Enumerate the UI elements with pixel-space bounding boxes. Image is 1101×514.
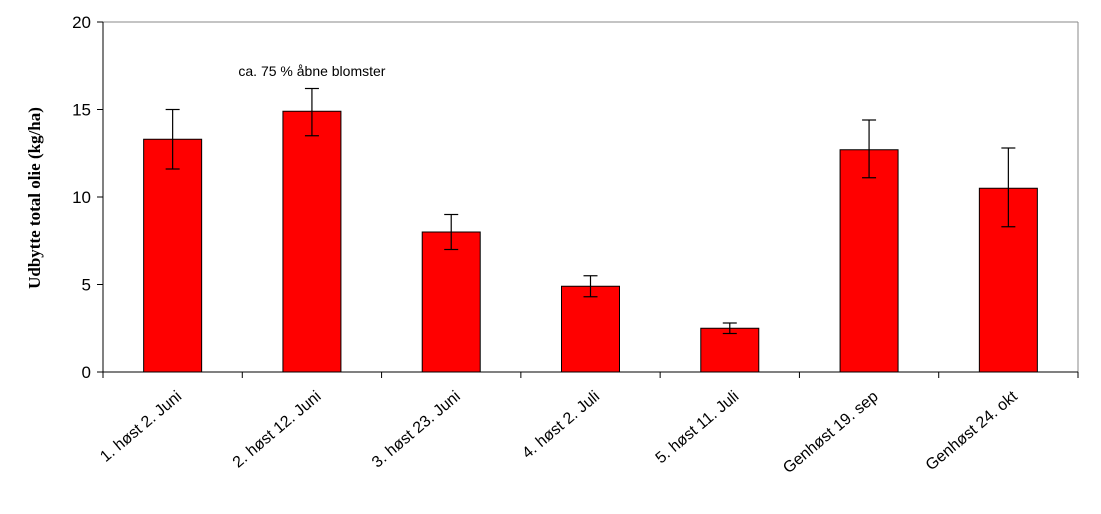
x-tick-label: 3. høst 23. Juni [369, 388, 464, 471]
bar [700, 327, 760, 373]
x-tick-label: 4. høst 2. Juli [519, 388, 603, 462]
y-tick-label: 15 [72, 101, 91, 120]
bar [561, 285, 620, 373]
x-tick-label: Genhøst 24. okt [923, 388, 1022, 475]
bar [143, 138, 203, 373]
x-tick-label: Genhøst 19. sep [780, 388, 882, 477]
annotation-text: ca. 75 % åbne blomster [238, 63, 385, 79]
x-tick-label: 5. høst 11. Juli [653, 388, 743, 467]
x-tick-label: 2. høst 12. Juni [230, 388, 325, 471]
y-axis-label: Udbytte total olie (kg/ha) [25, 107, 44, 289]
y-tick-label: 20 [72, 13, 91, 32]
bar [282, 110, 342, 373]
bar [839, 149, 899, 373]
y-tick-label: 10 [72, 188, 91, 207]
y-tick-label: 0 [82, 363, 91, 382]
plot-area: 0 5 10 15 20 1. høst 2. Juni 2. høst 12. Juni 3… [72, 13, 1079, 477]
bar [421, 231, 481, 373]
y-tick-label: 5 [82, 276, 91, 295]
x-tick-label: 1. høst 2. Juni [97, 388, 185, 466]
